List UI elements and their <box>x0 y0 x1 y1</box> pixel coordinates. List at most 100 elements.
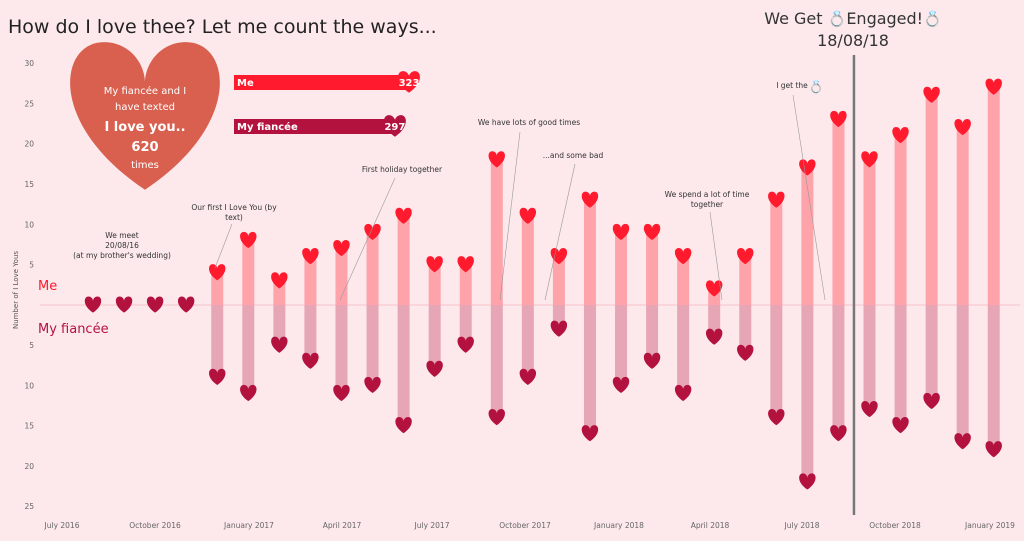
me-bar <box>832 119 845 305</box>
me-heart-point <box>892 127 909 144</box>
meet-heart-point <box>146 296 164 313</box>
summary-text: I love you.. <box>104 120 185 135</box>
fiancee-bar <box>956 305 969 442</box>
me-heart-point <box>209 264 226 281</box>
me-heart-point <box>861 151 878 168</box>
me-heart-point <box>271 272 288 289</box>
me-heart-point <box>426 256 443 273</box>
fiancee-bar <box>801 305 814 482</box>
annotation-text: I get the <box>776 81 808 90</box>
ring-icon: 💍 <box>809 80 824 94</box>
me-bar <box>211 272 224 305</box>
fiancee-heart-point <box>830 425 847 442</box>
total-heart <box>398 71 420 93</box>
y-axis-title: Number of I Love Yous <box>12 251 20 329</box>
y-tick-label: 20 <box>24 140 34 149</box>
fiancee-heart-point <box>923 392 940 410</box>
me-heart-point <box>488 151 505 168</box>
y-tick-label: 10 <box>24 381 34 390</box>
fiancee-heart-point <box>674 384 692 402</box>
fiancee-heart-point <box>954 433 971 450</box>
summary-text: times <box>131 160 159 171</box>
me-bar <box>273 280 286 305</box>
fiancee-heart-point <box>737 344 754 361</box>
me-bar <box>521 216 534 305</box>
x-tick-label: October 2018 <box>869 521 921 530</box>
engagement-heading: We Get 💍Engaged!💍 18/08/18 <box>740 8 966 52</box>
fiancee-bar <box>677 305 690 394</box>
fiancee-heart-point <box>271 336 288 353</box>
x-tick-label: October 2016 <box>129 521 181 530</box>
annotation-text: We have lots of good times <box>478 118 580 127</box>
y-tick-label: 5 <box>29 341 34 350</box>
me-bar <box>646 232 659 305</box>
annotation-text: together <box>691 200 724 209</box>
engaged-date: 18/08/18 <box>817 31 889 50</box>
x-tick-label: July 2017 <box>414 521 450 530</box>
fiancee-heart-point <box>705 328 723 345</box>
fiancee-heart-point <box>612 376 630 394</box>
me-bar <box>304 256 317 305</box>
fiancee-bar <box>770 305 783 418</box>
me-heart-point <box>612 223 630 241</box>
y-tick-label: 5 <box>29 261 34 270</box>
total-bar <box>234 119 395 134</box>
annotation-text: First holiday together <box>362 165 443 174</box>
y-tick-label: 25 <box>24 502 34 511</box>
me-bar <box>397 216 410 305</box>
me-bar <box>770 200 783 305</box>
fiancee-bar <box>304 305 317 362</box>
annotation-leader <box>339 177 396 301</box>
me-heart-point <box>395 207 412 224</box>
me-bar <box>894 135 907 305</box>
y-tick-label: 20 <box>24 462 34 471</box>
me-bar <box>677 256 690 305</box>
me-heart-point <box>674 248 692 265</box>
annotation-text: We spend a lot of time <box>665 190 750 199</box>
series-label-me: Me <box>38 279 57 294</box>
x-tick-label: January 2017 <box>223 521 274 530</box>
x-tick-label: July 2018 <box>784 521 820 530</box>
x-tick-label: July 2016 <box>44 521 80 530</box>
total-heart <box>383 115 406 137</box>
total-bar-label: My fiancée <box>237 121 298 133</box>
fiancee-bar <box>242 305 255 394</box>
annotation-text: text) <box>225 213 243 222</box>
x-tick-label: April 2017 <box>323 521 362 530</box>
fiancee-heart-point <box>395 417 412 434</box>
fiancee-bar <box>832 305 845 434</box>
me-heart-point <box>302 248 319 265</box>
summary-count: 620 <box>131 140 158 155</box>
me-bar <box>987 87 1000 305</box>
fiancee-heart-point <box>892 417 909 434</box>
fiancee-heart-point <box>985 441 1002 458</box>
annotation-text: Our first I Love You (by <box>191 203 277 212</box>
me-heart-point <box>550 248 568 265</box>
fiancee-bar <box>583 305 596 434</box>
series-label-fiancee: My fiancée <box>38 322 109 337</box>
fiancee-heart-point <box>457 336 474 353</box>
fiancee-heart-point <box>550 320 568 337</box>
meet-heart-point <box>84 296 102 313</box>
y-tick-label: 25 <box>24 99 34 108</box>
total-bar-value: 323 <box>399 78 420 89</box>
me-heart-point <box>737 248 754 265</box>
fiancee-bar <box>894 305 907 426</box>
meet-heart-point <box>115 296 133 313</box>
summary-text: have texted <box>115 102 175 113</box>
ring-icon: 💍 <box>827 10 847 28</box>
me-bar <box>583 200 596 305</box>
fiancee-heart-point <box>209 368 226 386</box>
fiancee-heart-point <box>333 384 350 402</box>
annotation-text: ...and some bad <box>543 151 604 160</box>
fiancee-bar <box>459 305 472 346</box>
me-bar <box>242 240 255 305</box>
annotation-leader <box>499 131 521 301</box>
fiancee-heart-point <box>302 352 319 369</box>
meet-heart-point <box>177 296 195 313</box>
fiancee-bar <box>521 305 534 378</box>
fiancee-heart-point <box>799 473 816 490</box>
summary-text: My fiancée and I <box>104 85 186 97</box>
fiancee-heart-point <box>240 384 257 402</box>
